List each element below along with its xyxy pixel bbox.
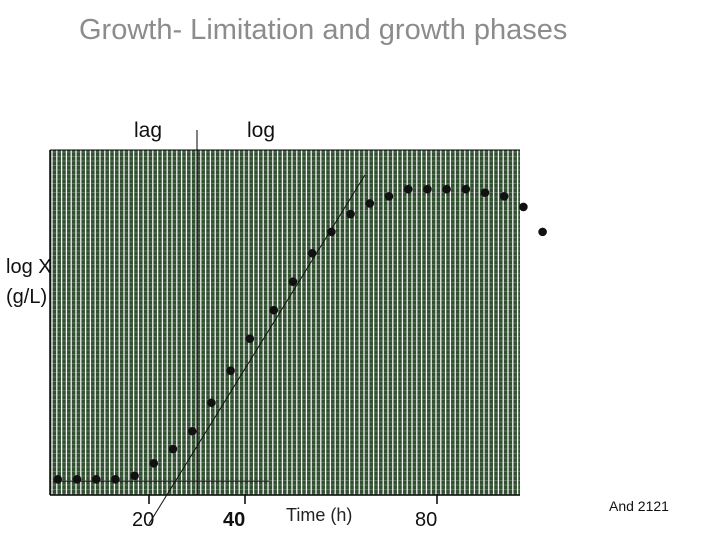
data-point	[403, 184, 413, 194]
slide-title: Growth- Limitation and growth phases	[79, 14, 568, 46]
data-point	[53, 475, 63, 484]
data-point	[269, 305, 279, 315]
data-point	[499, 191, 509, 201]
data-point	[538, 227, 547, 237]
data-point	[207, 398, 216, 408]
log-phase-label: log	[247, 119, 276, 142]
data-point	[226, 366, 235, 376]
data-point	[442, 184, 451, 194]
data-point	[519, 202, 528, 212]
data-point	[327, 227, 336, 237]
axes	[49, 149, 520, 504]
x-tick-label-40: 40	[223, 509, 246, 531]
x-axis-label: Time (h)	[286, 505, 353, 525]
data-points	[53, 184, 547, 484]
data-point	[149, 458, 159, 468]
x-tick-label-80: 80	[415, 509, 438, 531]
data-point	[187, 426, 197, 436]
data-point	[480, 188, 490, 198]
slide-footer: And 2121	[609, 498, 669, 514]
data-point	[365, 199, 375, 208]
data-point	[130, 471, 139, 481]
data-point	[384, 191, 394, 201]
data-point	[245, 334, 255, 343]
data-point	[111, 475, 120, 484]
gridlines	[50, 150, 520, 495]
x-tick-label-20: 20	[132, 509, 155, 531]
y-axis-label-line2: (g/L)	[6, 286, 48, 308]
data-point	[307, 248, 317, 258]
data-point	[423, 184, 432, 194]
plot-background	[50, 150, 520, 495]
data-point	[168, 444, 178, 454]
data-point	[346, 209, 355, 219]
data-point	[288, 277, 298, 287]
data-point	[91, 475, 101, 484]
data-point	[72, 475, 82, 484]
y-axis-label-line1: log X	[6, 256, 52, 278]
data-point	[461, 184, 471, 194]
lag-phase-label: lag	[134, 119, 163, 142]
